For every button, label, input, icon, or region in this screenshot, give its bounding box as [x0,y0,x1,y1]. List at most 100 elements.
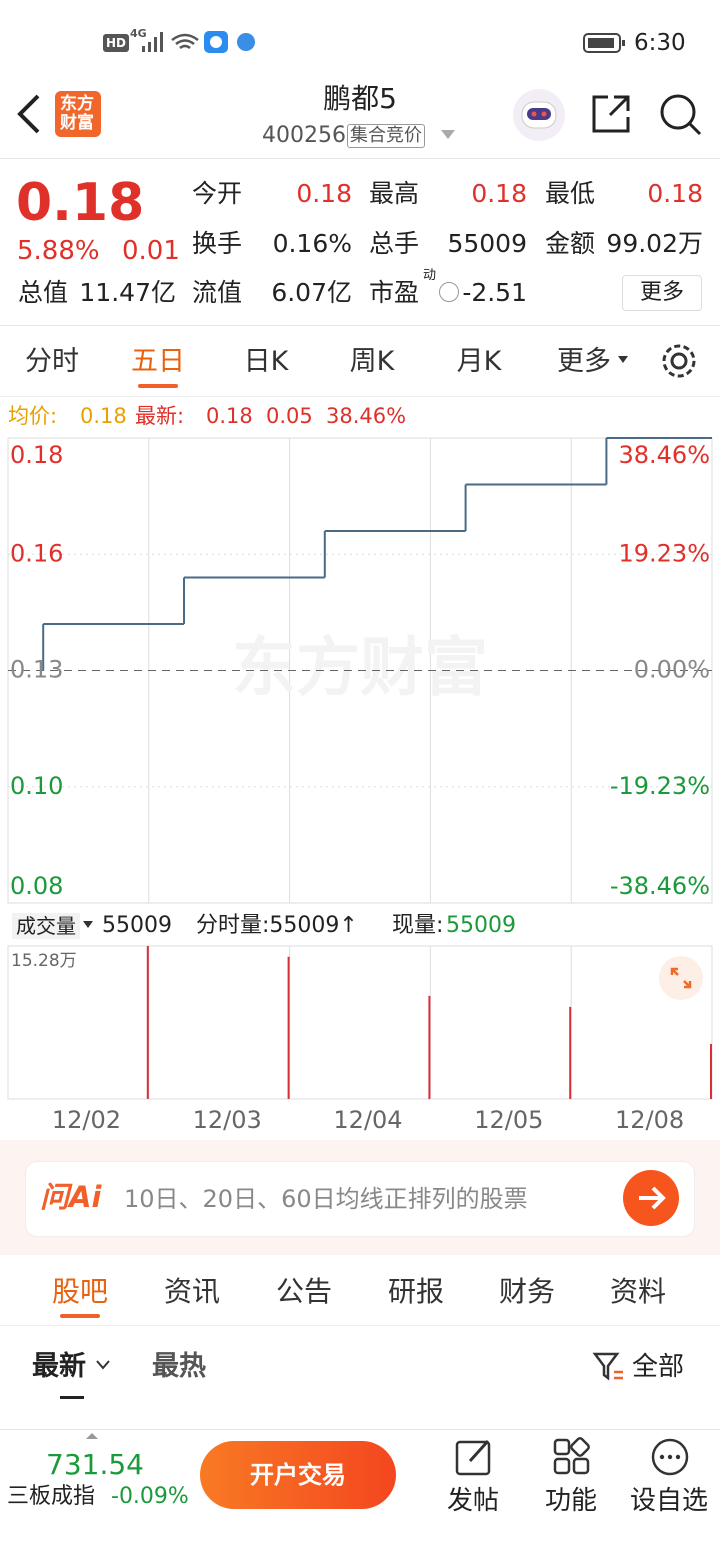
stat-label: 换手 [192,229,243,258]
change-info: 0.05 [266,404,313,428]
watermark: 东方财富 [232,632,488,706]
settings-button[interactable] [660,342,698,380]
assistant-avatar[interactable] [512,88,566,142]
x-tick-label: 12/08 [615,1106,684,1134]
chart-tab[interactable]: 五日 [131,346,185,377]
volume-legend[interactable]: 成交量 [12,913,80,939]
status-icons [142,31,255,53]
charts: 东方财富 0.08 0.10 0.13 0.16 0.18 -38.46% -19.23% 0.… [7,437,713,1134]
section-tab[interactable]: 股吧 [51,1275,109,1308]
logo-line: 东方 [60,94,94,114]
stat-value: 0.18 [296,179,352,208]
y2-tick-label: -38.46% [610,872,710,900]
last-label: 最新: [135,404,185,428]
tab-more-arrow [618,356,628,363]
divider [0,158,720,159]
x-tick-label: 12/02 [52,1106,121,1134]
auction-tag: 集合竞价 [347,124,425,148]
y-tick-label: 0.10 [10,772,63,800]
filter-all[interactable]: 全部 [632,1352,685,1382]
chart-tab[interactable]: 月K [456,346,502,377]
stat-value: 6.07亿 [271,278,352,307]
bottom-action[interactable]: 功能 [544,1486,598,1516]
tab-underline [138,384,178,388]
volume-bar [287,956,290,1099]
y2-tick-label: 38.46% [618,441,710,469]
network: 4G [130,27,147,40]
section-tab[interactable]: 财务 [498,1275,556,1308]
bottom-action[interactable]: 发帖 [446,1486,500,1516]
last-price: 0.18 [16,173,145,233]
section-tab[interactable]: 研报 [387,1275,445,1308]
more-button[interactable]: 更多 [622,275,702,311]
sort-underline [60,1396,84,1399]
index-name[interactable]: 三板成指 [7,1484,96,1509]
stat-label: 总手 [369,229,420,258]
index-change: -0.09% [111,1484,189,1509]
post-icon [455,1439,491,1476]
volume-total: 55009 [102,913,172,938]
y2-tick-label: -19.23% [610,772,710,800]
sort-latest[interactable]: 最新 [32,1351,86,1382]
ai-go[interactable] [623,1170,679,1226]
index-arrow [86,1433,98,1439]
divider [0,1325,720,1326]
avg-price: 0.18 [80,404,127,428]
section-tab[interactable]: 资讯 [163,1275,221,1308]
y-tick-label: 0.13 [10,656,63,684]
stat-sup: 动 [423,268,437,283]
bottom-action[interactable]: 设自选 [629,1486,709,1516]
ai-prompt: 10日、20日、60日均线正排列的股票 [124,1185,528,1213]
x-tick-label: 12/03 [193,1106,262,1134]
ai-logo: 问Ai [40,1180,102,1214]
stat-value: 11.47亿 [79,278,176,307]
dropdown[interactable] [440,128,456,140]
logo-line: 财富 [60,113,94,133]
stat-value: -2.51 [462,278,527,307]
y2-tick-label: 0.00% [634,656,710,684]
interval-volume: 分时量:55009↑ [196,913,358,938]
stat-icon [439,282,459,302]
chart-tab[interactable]: 更多 [557,346,611,377]
volume-tick-label: 15.28万 [11,951,77,971]
y2-tick-label: 19.23% [618,539,710,567]
expand-button[interactable] [658,955,704,1001]
section-tab[interactable]: 资料 [609,1275,667,1308]
y-tick-label: 0.18 [10,441,63,469]
search-button[interactable] [658,92,704,138]
stat-value: 99.02万 [606,229,703,258]
legend-arrow [83,921,93,928]
stat-value: 0.18 [471,179,527,208]
sort-hot[interactable]: 最热 [152,1351,206,1382]
section-tab[interactable]: 公告 [275,1275,333,1308]
chart-tab[interactable]: 周K [349,346,395,377]
stat-label: 流值 [192,278,243,307]
chart-tab[interactable]: 日K [243,346,289,377]
stat-label: 今开 [192,179,243,208]
trade-button[interactable]: 开户交易 [200,1441,396,1509]
current-volume: 55009 [446,913,516,938]
stat-label: 最低 [545,179,596,208]
filter-icon [592,1352,623,1381]
volume-bar [710,1043,712,1099]
ai-search[interactable] [25,1161,695,1237]
stock-code: 400256 [262,123,346,148]
volume-frame [7,945,713,1100]
stock-name: 鹏都5 [323,82,397,115]
stat-label: 金额 [545,229,596,258]
volume-bar [428,995,431,1099]
x-tick-label: 12/05 [474,1106,543,1134]
back-button[interactable] [14,92,44,136]
avg-label: 均价: [8,404,58,428]
stat-value: 0.16% [272,229,352,258]
stat-label: 最高 [369,179,420,208]
divider [0,325,720,326]
chart-tab[interactable]: 分时 [25,346,79,377]
function-icon [553,1437,590,1475]
index-value[interactable]: 731.54 [46,1448,144,1481]
stat-label: 总值 [18,278,69,307]
hd-icon: HD [103,34,130,52]
share-button[interactable] [590,93,632,135]
current-label: 现量: [392,913,444,938]
